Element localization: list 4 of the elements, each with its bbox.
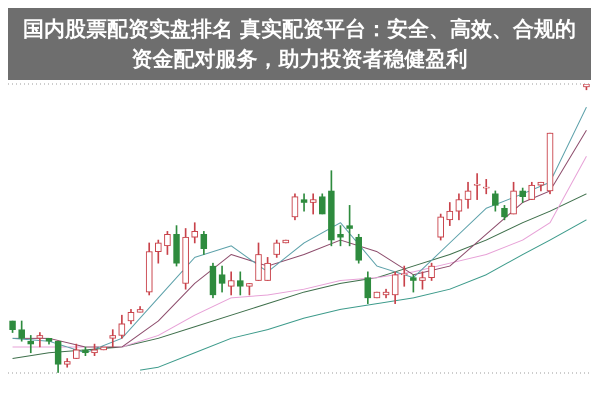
- chart-title: 国内股票配资实盘排名 真实配资平台：安全、高效、合规的资金配对服务，助力投资者稳健盈利: [8, 8, 591, 80]
- candlestick: [337, 225, 344, 246]
- candlestick: [419, 272, 426, 290]
- candlestick: [300, 193, 308, 212]
